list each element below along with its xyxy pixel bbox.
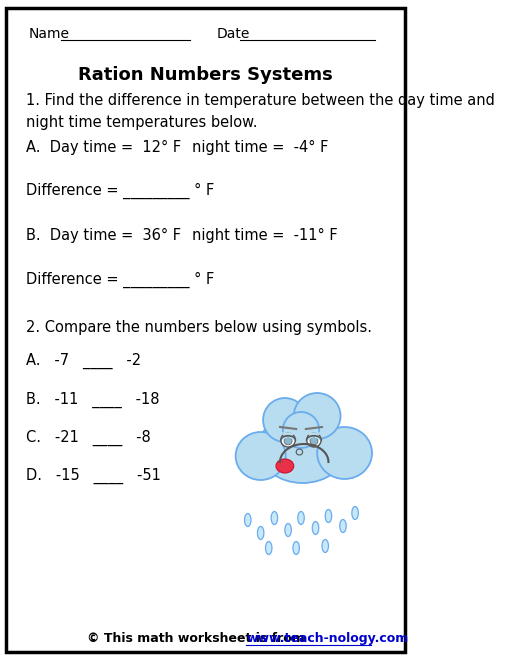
Text: Date: Date [216, 27, 249, 41]
Text: Name: Name [28, 27, 69, 41]
Ellipse shape [351, 506, 358, 519]
FancyBboxPatch shape [7, 8, 404, 652]
Polygon shape [280, 433, 295, 440]
Ellipse shape [321, 539, 328, 552]
Ellipse shape [271, 512, 277, 525]
Text: © This math worksheet is from: © This math worksheet is from [87, 632, 308, 645]
Text: night time =  -11° F: night time = -11° F [192, 228, 337, 243]
Ellipse shape [293, 393, 340, 439]
Ellipse shape [282, 412, 319, 448]
Ellipse shape [258, 413, 346, 483]
Text: Difference = _________ ° F: Difference = _________ ° F [26, 272, 214, 288]
Ellipse shape [285, 523, 291, 537]
Text: A.  Day time =  12° F: A. Day time = 12° F [26, 140, 181, 155]
Ellipse shape [263, 398, 306, 442]
Ellipse shape [280, 433, 295, 447]
Ellipse shape [257, 527, 263, 539]
Text: D.   -15   ____   -51: D. -15 ____ -51 [26, 468, 160, 484]
Ellipse shape [244, 513, 250, 527]
Text: C.   -21   ____   -8: C. -21 ____ -8 [26, 430, 150, 446]
Ellipse shape [235, 432, 285, 480]
Text: 2. Compare the numbers below using symbols.: 2. Compare the numbers below using symbo… [26, 320, 371, 335]
Ellipse shape [296, 449, 302, 455]
Ellipse shape [284, 437, 292, 445]
Ellipse shape [306, 433, 321, 447]
Ellipse shape [339, 519, 346, 533]
Ellipse shape [297, 512, 304, 525]
Text: B.  Day time =  36° F: B. Day time = 36° F [26, 228, 181, 243]
Ellipse shape [309, 437, 317, 445]
Ellipse shape [275, 459, 293, 473]
Ellipse shape [317, 427, 371, 479]
Text: B.   -11   ____   -18: B. -11 ____ -18 [26, 392, 159, 408]
Ellipse shape [312, 521, 318, 535]
Text: Difference = _________ ° F: Difference = _________ ° F [26, 183, 214, 199]
Text: Ration Numbers Systems: Ration Numbers Systems [78, 66, 332, 84]
Ellipse shape [265, 541, 271, 554]
Polygon shape [306, 433, 321, 440]
Text: night time =  -4° F: night time = -4° F [192, 140, 328, 155]
Text: 1. Find the difference in temperature between the day time and
night time temper: 1. Find the difference in temperature be… [26, 93, 494, 129]
Text: www.teach-nology.com: www.teach-nology.com [246, 632, 408, 645]
Ellipse shape [325, 510, 331, 523]
Ellipse shape [292, 541, 299, 554]
Text: A.   -7   ____   -2: A. -7 ____ -2 [26, 353, 140, 369]
